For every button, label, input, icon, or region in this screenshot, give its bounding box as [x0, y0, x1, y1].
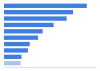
chart — [0, 0, 100, 71]
axis-line — [5, 67, 97, 68]
x-axis — [5, 67, 97, 68]
bar — [4, 55, 21, 59]
plot-area — [4, 4, 87, 66]
bar — [4, 61, 21, 65]
bar — [4, 42, 30, 46]
bar — [4, 23, 54, 27]
bar — [4, 10, 73, 14]
bar — [4, 4, 87, 8]
bar — [4, 48, 28, 52]
bar — [4, 16, 67, 20]
bar — [4, 29, 43, 33]
bar — [4, 36, 38, 40]
